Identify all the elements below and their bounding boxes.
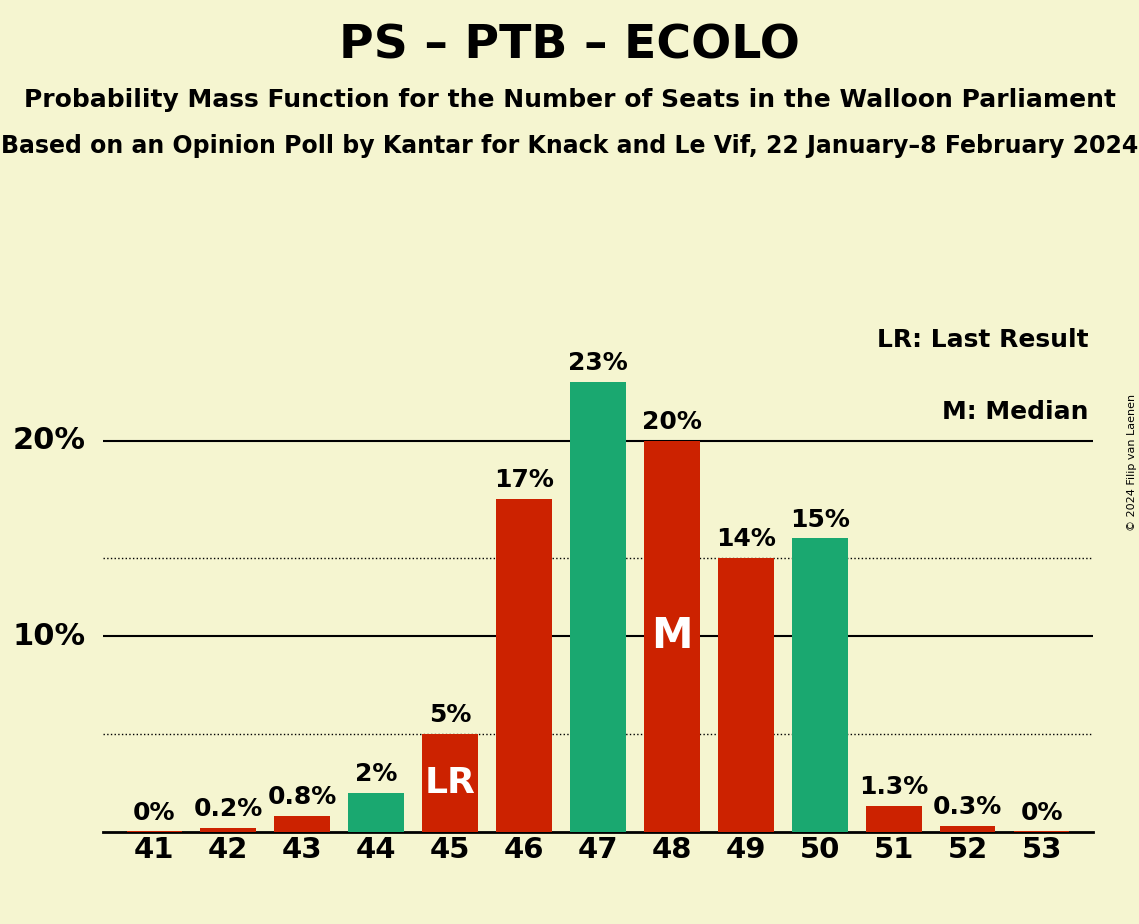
Text: Based on an Opinion Poll by Kantar for Knack and Le Vif, 22 January–8 February 2: Based on an Opinion Poll by Kantar for K… [1, 134, 1138, 158]
Bar [866, 806, 921, 832]
Text: 1.3%: 1.3% [859, 775, 928, 799]
Bar [497, 499, 551, 832]
Text: 20%: 20% [13, 426, 85, 456]
Bar [645, 441, 699, 832]
Text: 20%: 20% [642, 410, 702, 434]
Text: Probability Mass Function for the Number of Seats in the Walloon Parliament: Probability Mass Function for the Number… [24, 88, 1115, 112]
Bar [349, 793, 404, 832]
Text: 5%: 5% [429, 703, 472, 727]
Text: LR: LR [425, 766, 475, 800]
Text: 0.3%: 0.3% [933, 795, 1002, 819]
Bar [571, 382, 625, 832]
Text: 0%: 0% [1021, 801, 1063, 825]
Bar [200, 828, 256, 832]
Text: © 2024 Filip van Laenen: © 2024 Filip van Laenen [1126, 394, 1137, 530]
Text: M: Median: M: Median [942, 399, 1089, 423]
Bar [940, 826, 995, 832]
Text: 14%: 14% [716, 527, 776, 551]
Bar [274, 816, 330, 832]
Bar [792, 539, 847, 832]
Text: 0%: 0% [133, 801, 175, 825]
Text: 2%: 2% [355, 761, 398, 785]
Text: 10%: 10% [13, 622, 85, 650]
Bar [423, 734, 477, 832]
Text: 17%: 17% [494, 468, 554, 492]
Text: PS – PTB – ECOLO: PS – PTB – ECOLO [339, 23, 800, 68]
Text: M: M [652, 615, 693, 657]
Text: LR: Last Result: LR: Last Result [877, 328, 1089, 352]
Bar [719, 558, 773, 832]
Text: 15%: 15% [789, 507, 850, 531]
Text: 23%: 23% [568, 351, 628, 375]
Bar [126, 831, 182, 832]
Text: 0.8%: 0.8% [268, 785, 337, 809]
Bar [1014, 831, 1070, 832]
Text: 0.2%: 0.2% [194, 796, 263, 821]
